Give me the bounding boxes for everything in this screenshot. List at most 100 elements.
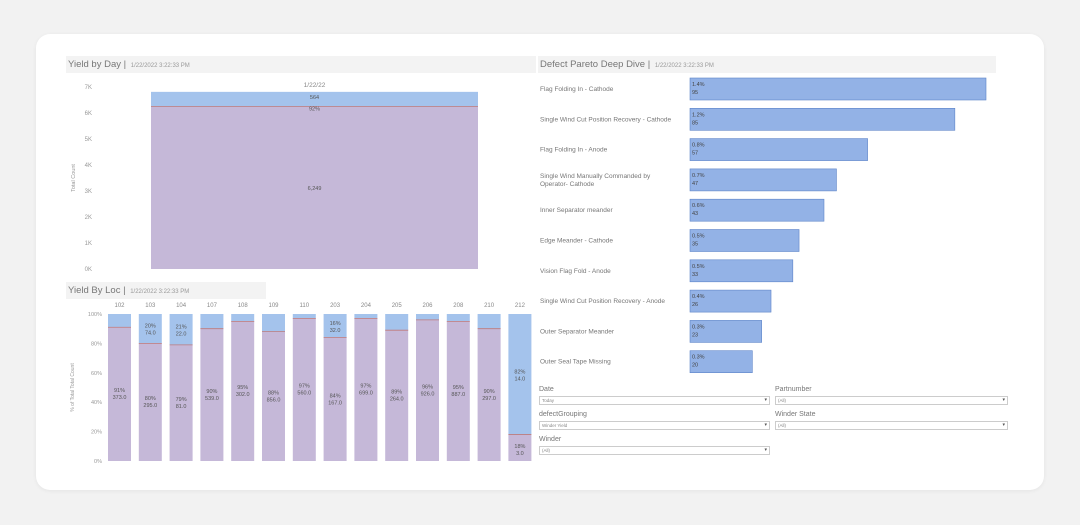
data-label-pass-count: 887.0	[451, 392, 465, 398]
category-label: Single Wind Cut Position Recovery - Cath…	[540, 116, 672, 123]
yield-by-loc-header: Yield By Loc | 1/22/2022 3:22:33 PM	[66, 282, 266, 299]
filter-defect-grouping-label: defectGrouping	[539, 411, 587, 418]
data-label-pass-pct: 91%	[114, 388, 125, 394]
x-tick-label: 108	[238, 303, 249, 309]
bar-fail-segment	[262, 314, 285, 332]
data-label-pct: 0.6%	[692, 203, 705, 209]
bar-pass-segment	[446, 321, 470, 461]
yield-by-day-header: Yield by Day | 1/22/2022 3:22:33 PM	[66, 56, 536, 73]
data-label-pass-pct: 88%	[268, 390, 279, 396]
category-label: Outer Seal Tape Missing	[540, 359, 611, 366]
filter-date: Date Today ▾	[539, 386, 770, 406]
bar-pass-segment	[477, 328, 501, 461]
bar-fail-segment	[108, 314, 131, 328]
bar-fail-segment	[292, 314, 316, 319]
filter-winder-label: Winder	[539, 436, 562, 443]
filter-defect-grouping: defectGrouping Winder Yield ▾	[539, 411, 770, 431]
yield-by-day-chart: 1/22/22 0K 1K 2K 3K 4K 5K 6K 7K Total Count 564 92%…	[71, 82, 478, 273]
pareto-bar	[689, 259, 794, 283]
data-label-pass-pct: 97%	[360, 384, 371, 390]
data-label-pct: 1.4%	[692, 82, 705, 88]
data-label-pct: 0.5%	[692, 264, 705, 270]
category-label: Single Wind Manually Commanded by	[540, 173, 651, 180]
data-label-pass-pct: 90%	[484, 389, 495, 395]
bar-fail-segment	[477, 314, 501, 329]
category-label: Edge Meander - Cathode	[540, 238, 613, 245]
bar-fail-segment	[508, 314, 532, 435]
bar-fail-segment	[169, 314, 193, 345]
bar-pass-segment	[200, 328, 224, 461]
bar-pass-segment	[416, 319, 439, 461]
pareto-panel: Defect Pareto Deep Dive | 1/22/2022 3:22…	[538, 56, 996, 376]
y-tick-label: 4K	[85, 163, 92, 169]
data-label-pass-count: 373.0	[113, 395, 127, 401]
y-tick-label: 5K	[85, 137, 92, 143]
filter-winder-state-label: Winder State	[775, 411, 816, 418]
x-tick-label: 1/22/22	[304, 82, 326, 89]
data-label-pass-count: 297.0	[482, 396, 496, 402]
y-tick-label: 0K	[85, 267, 92, 273]
y-tick-label: 2K	[85, 215, 92, 221]
pareto-bar	[689, 107, 956, 131]
data-label-pass-pct: 96%	[422, 384, 433, 390]
category-label: Flag Folding In - Anode	[540, 147, 608, 154]
data-label-pct: 0.7%	[692, 173, 705, 179]
pareto-bar	[689, 168, 837, 192]
pareto-bar	[689, 320, 762, 343]
data-label-fail-pct: 20%	[145, 324, 156, 330]
bar-pass-segment	[169, 344, 193, 461]
data-label-pass-pct: 80%	[145, 396, 156, 402]
data-label-pct: 0.4%	[692, 294, 705, 300]
filter-winder-select[interactable]: (All) ▾	[539, 446, 770, 455]
data-label-fail-count: 32.0	[330, 328, 341, 334]
data-label-pct: 0.8%	[692, 143, 705, 149]
bar-pass-segment	[292, 318, 316, 461]
bar-pass-segment	[385, 330, 409, 461]
x-tick-label: 212	[515, 303, 526, 309]
data-label-pct: 92%	[309, 107, 320, 113]
y-tick-label: 20%	[91, 430, 102, 436]
data-label-pass-pct: 95%	[237, 385, 248, 391]
data-label-fail: 564	[310, 95, 319, 101]
data-label-pct: 0.3%	[692, 355, 705, 361]
y-tick-label: 80%	[91, 341, 102, 347]
x-tick-label: 104	[176, 303, 187, 309]
filter-winder-state: Winder State (All) ▾	[775, 411, 1008, 431]
data-label-pass-count: 167.0	[328, 400, 342, 406]
data-label-pct: 0.5%	[692, 234, 705, 240]
x-tick-label: 210	[484, 303, 495, 309]
filter-partnumber-select[interactable]: (All) ▾	[775, 396, 1008, 405]
filter-defect-grouping-select[interactable]: Winder Yield ▾	[539, 421, 770, 430]
x-tick-label: 203	[330, 303, 341, 309]
bar-pass-segment	[354, 318, 378, 461]
y-tick-label: 6K	[85, 111, 92, 117]
bar-fail-segment	[354, 314, 378, 319]
y-tick-label: 3K	[85, 189, 92, 195]
chevron-down-icon: ▾	[1002, 422, 1005, 428]
y-tick-label: 1K	[85, 241, 92, 247]
data-label-pass-count: 539.0	[205, 396, 219, 402]
data-label-pass-count: 856.0	[267, 397, 281, 403]
y-tick-label: 40%	[91, 400, 102, 406]
data-label-pass-count: 302.0	[236, 392, 250, 398]
data-label-fail-pct: 21%	[176, 324, 187, 330]
data-label-fail-count: 14.0	[515, 376, 526, 382]
data-label-fail-pct: 82%	[514, 369, 525, 375]
data-label-count: 43	[692, 211, 698, 217]
pareto-bar	[689, 229, 800, 252]
filter-partnumber: Partnumber (All) ▾	[775, 386, 1008, 406]
pareto-bar	[689, 350, 753, 374]
data-label-pass-count: 3.0	[516, 451, 524, 457]
filter-winder-state-select[interactable]: (All) ▾	[775, 421, 1008, 430]
data-label-pass-count: 295.0	[143, 403, 157, 409]
filter-date-select[interactable]: Today ▾	[539, 396, 770, 405]
chevron-down-icon: ▾	[764, 422, 767, 428]
x-tick-label: 206	[422, 303, 433, 309]
bar-fail-segment	[200, 314, 224, 329]
bar-pass-segment	[508, 434, 532, 461]
data-label-pass-count: 264.0	[390, 397, 404, 403]
data-label-pass-pct: 97%	[299, 384, 310, 390]
data-label-pct: 0.3%	[692, 324, 705, 330]
data-label-count: 20	[692, 363, 698, 369]
pareto-bar	[689, 289, 772, 313]
